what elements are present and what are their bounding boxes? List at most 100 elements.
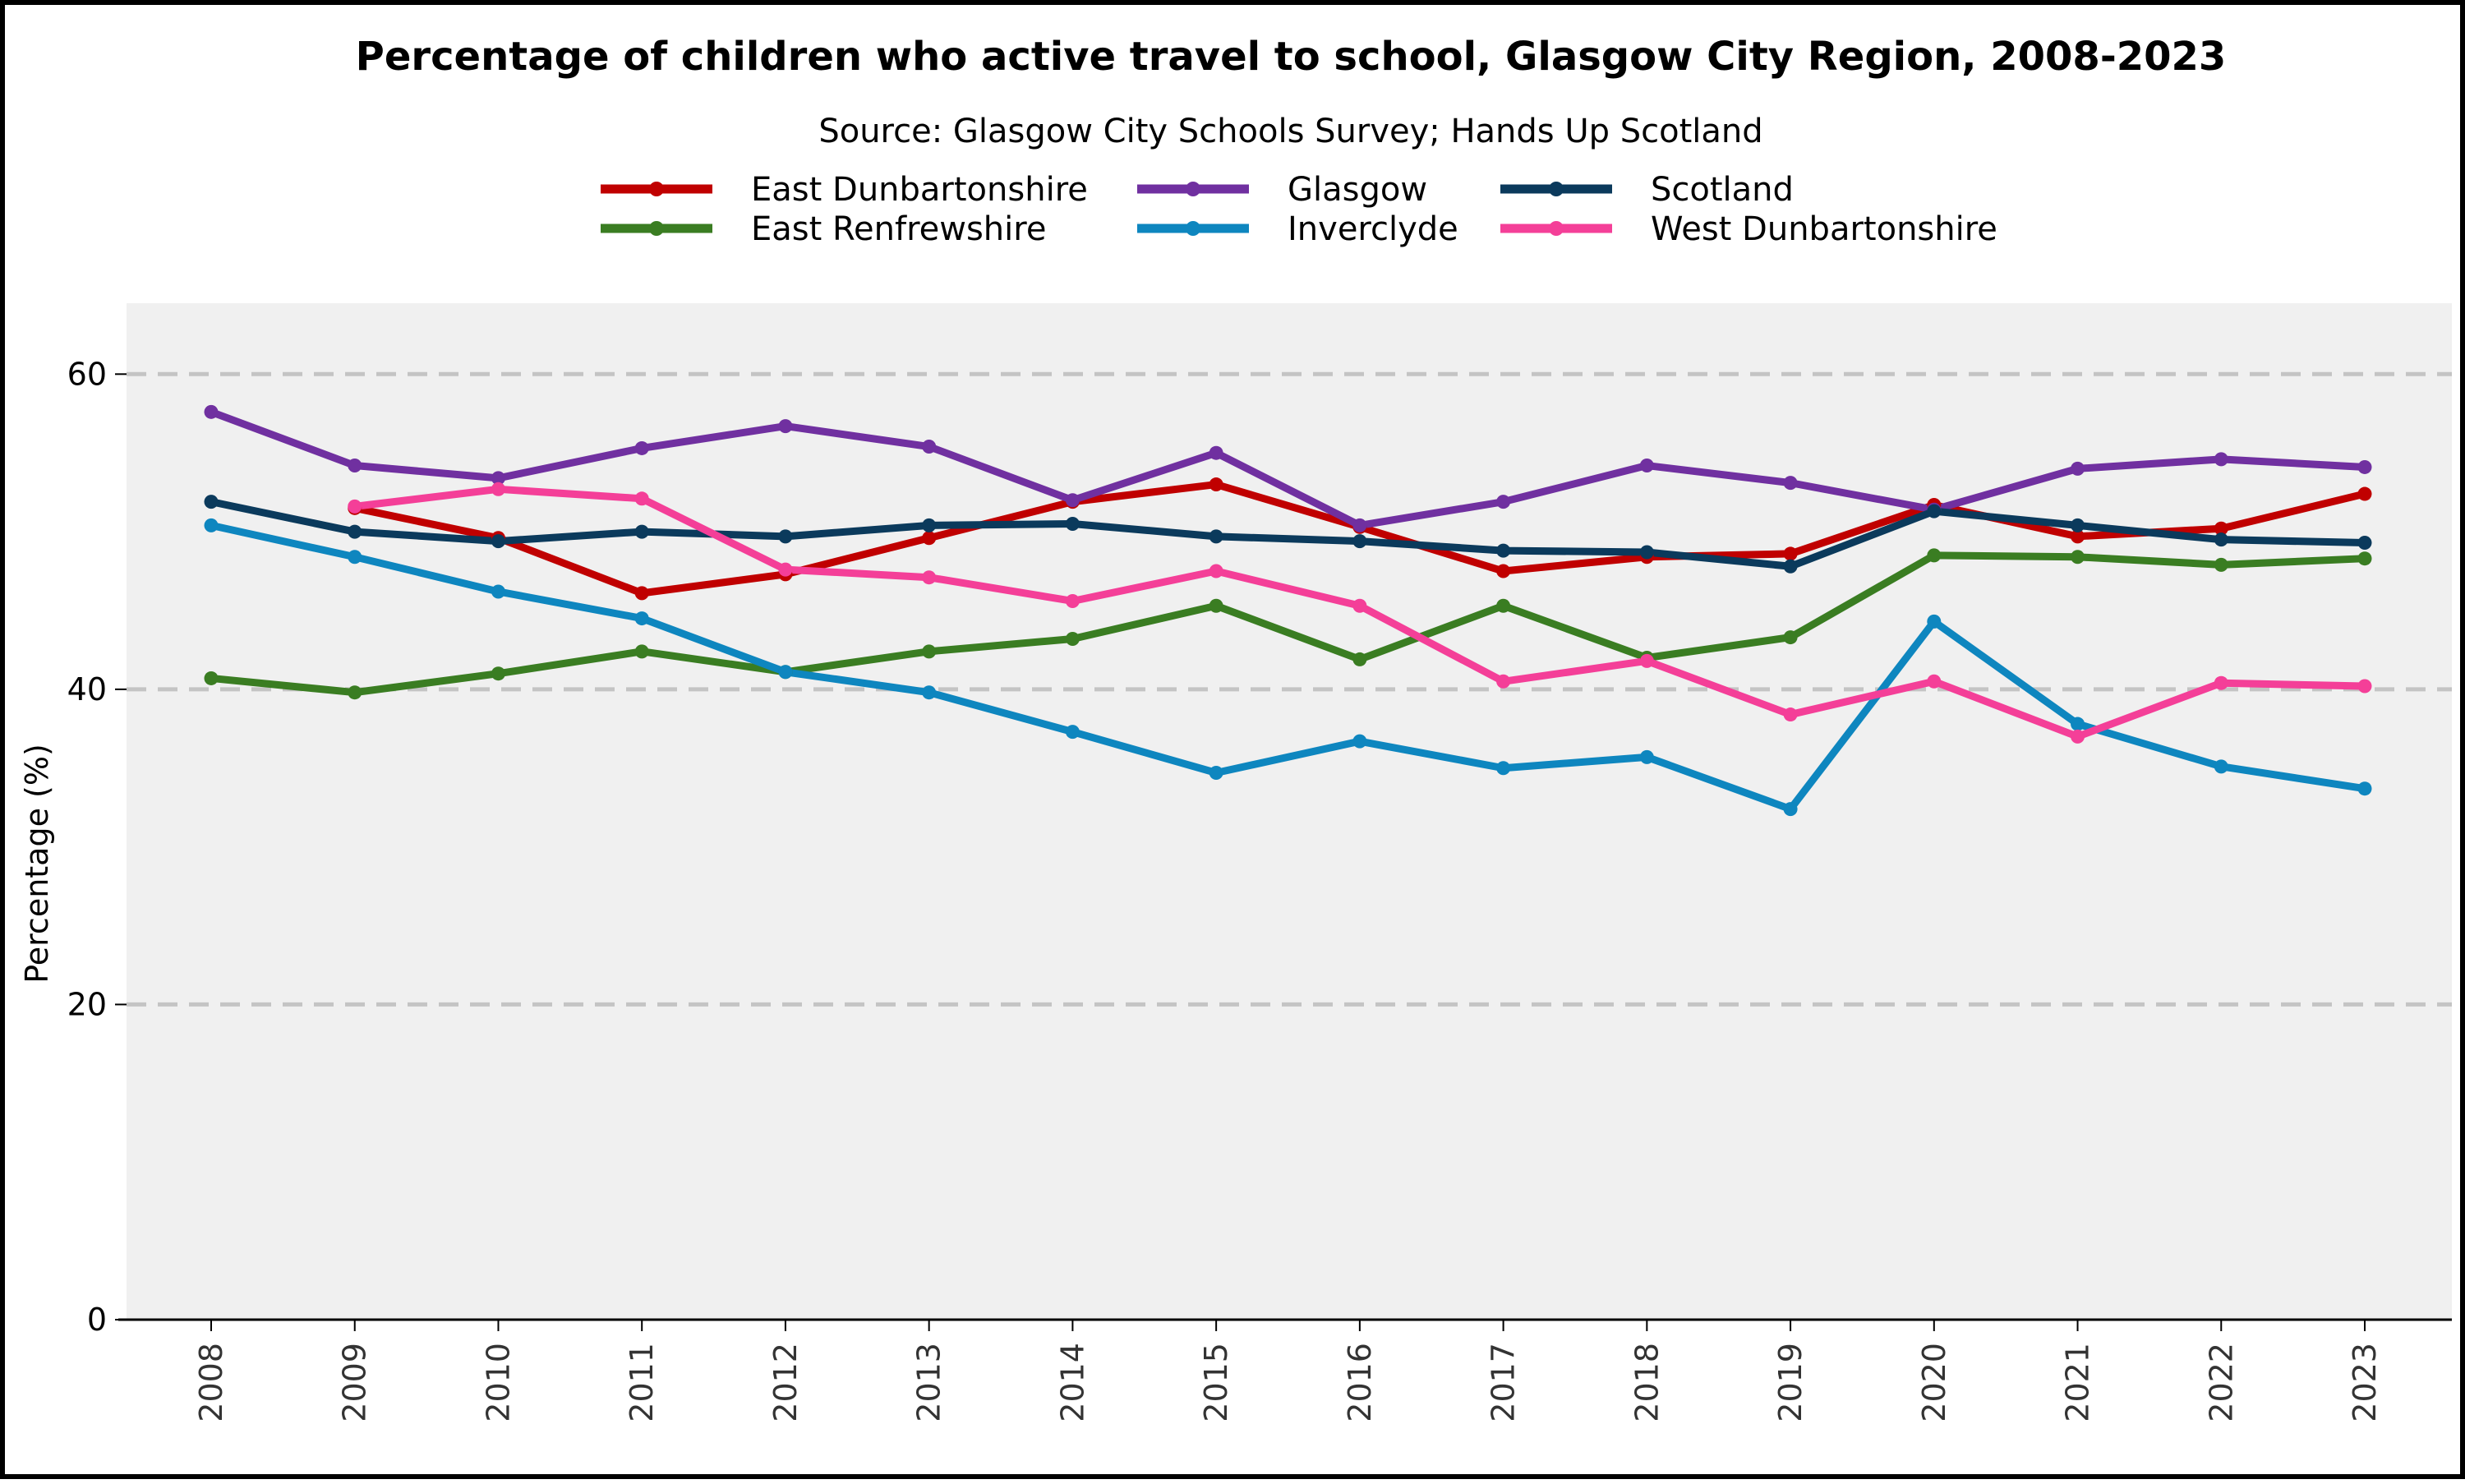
data-point-east-renfrewshire-2021 — [2071, 550, 2085, 565]
data-point-east-renfrewshire-2014 — [1065, 631, 1080, 646]
data-point-east-renfrewshire-2019 — [1783, 630, 1798, 645]
x-axis: 2008 2009 2010 2011 2012 2013 2014 2015 2016 2017… — [118, 1318, 2452, 1422]
data-point-inverclyde-2011 — [634, 611, 649, 626]
x-tick-label-2022: 2022 — [2203, 1343, 2239, 1422]
data-point-east-dunbartonshire-2011 — [634, 586, 649, 601]
data-point-east-renfrewshire-2011 — [634, 644, 649, 659]
data-point-east-renfrewshire-2023 — [2357, 551, 2372, 566]
x-tick-label-2019: 2019 — [1772, 1343, 1808, 1422]
data-point-scotland-2017 — [1496, 543, 1511, 558]
legend-label-inverclyde: Inverclyde — [1288, 210, 1458, 248]
data-point-inverclyde-2013 — [922, 685, 937, 700]
chart-title: Percentage of children who active travel… — [356, 34, 2227, 80]
y-tick-label-20: 20 — [67, 986, 107, 1022]
y-tick-label-40: 40 — [67, 671, 107, 707]
data-point-west-dunbartonshire-2013 — [922, 570, 937, 585]
data-point-scotland-2019 — [1783, 559, 1798, 574]
data-point-glasgow-2018 — [1639, 459, 1654, 473]
data-point-glasgow-2012 — [778, 419, 793, 434]
data-point-west-dunbartonshire-2018 — [1639, 653, 1654, 668]
data-point-inverclyde-2012 — [778, 665, 793, 680]
data-point-glasgow-2009 — [348, 459, 362, 473]
data-point-glasgow-2013 — [922, 440, 937, 454]
data-point-inverclyde-2010 — [491, 584, 505, 599]
data-point-west-dunbartonshire-2021 — [2071, 729, 2085, 744]
series-line-scotland — [207, 498, 2369, 570]
data-point-east-dunbartonshire-2021 — [2071, 529, 2085, 544]
legend-marker-west-dunbartonshire — [1549, 221, 1564, 236]
series-line-glasgow — [207, 408, 2369, 529]
data-point-glasgow-2022 — [2214, 452, 2228, 467]
x-tick-label-2016: 2016 — [1342, 1343, 1378, 1422]
line-chart: Percentage of children who active travel… — [19, 34, 2452, 1422]
data-point-inverclyde-2017 — [1496, 761, 1511, 776]
plot-area — [127, 303, 2452, 1320]
data-point-glasgow-2008 — [204, 404, 219, 419]
data-point-east-dunbartonshire-2023 — [2357, 486, 2372, 501]
data-point-glasgow-2021 — [2071, 461, 2085, 476]
legend-marker-east-renfrewshire — [649, 221, 664, 236]
data-point-east-renfrewshire-2010 — [491, 666, 505, 681]
x-tick-label-2015: 2015 — [1198, 1343, 1234, 1422]
y-axis: 0 20 40 60 — [67, 356, 127, 1338]
x-tick-label-2011: 2011 — [624, 1343, 660, 1422]
data-point-inverclyde-2020 — [1927, 614, 1942, 629]
data-point-scotland-2018 — [1639, 545, 1654, 560]
data-point-east-renfrewshire-2020 — [1927, 548, 1942, 563]
data-point-inverclyde-2009 — [348, 550, 362, 565]
legend-label-east-dunbartonshire: East Dunbartonshire — [751, 171, 1088, 209]
data-point-scotland-2021 — [2071, 518, 2085, 532]
x-tick-label-2012: 2012 — [767, 1343, 804, 1422]
data-point-scotland-2013 — [922, 518, 937, 532]
data-point-inverclyde-2014 — [1065, 725, 1080, 740]
series-line-inverclyde — [207, 521, 2369, 813]
data-point-east-renfrewshire-2013 — [922, 644, 937, 659]
data-point-scotland-2011 — [634, 524, 649, 539]
legend-label-glasgow: Glasgow — [1288, 171, 1427, 209]
data-point-east-dunbartonshire-2022 — [2214, 521, 2228, 536]
data-point-inverclyde-2021 — [2071, 717, 2085, 731]
data-point-west-dunbartonshire-2020 — [1927, 674, 1942, 689]
data-point-west-dunbartonshire-2019 — [1783, 707, 1798, 722]
data-point-inverclyde-2016 — [1352, 734, 1367, 749]
data-point-scotland-2023 — [2357, 536, 2372, 551]
data-point-west-dunbartonshire-2017 — [1496, 674, 1511, 689]
data-point-inverclyde-2015 — [1209, 766, 1223, 781]
data-point-scotland-2010 — [491, 534, 505, 549]
data-point-glasgow-2011 — [634, 440, 649, 455]
y-tick-label-60: 60 — [67, 356, 107, 392]
data-point-west-dunbartonshire-2016 — [1352, 598, 1367, 613]
data-point-east-dunbartonshire-2013 — [922, 531, 937, 546]
chart-subtitle: Source: Glasgow City Schools Survey; Han… — [818, 113, 1762, 150]
data-point-glasgow-2015 — [1209, 445, 1223, 460]
y-tick-label-0: 0 — [87, 1302, 107, 1338]
data-point-west-dunbartonshire-2015 — [1209, 564, 1223, 578]
x-tick-label-2014: 2014 — [1054, 1343, 1090, 1422]
x-tick-label-2017: 2017 — [1486, 1343, 1522, 1422]
data-point-scotland-2014 — [1065, 516, 1080, 531]
data-point-scotland-2016 — [1352, 534, 1367, 549]
series-line-east-renfrewshire — [207, 551, 2369, 697]
data-point-east-renfrewshire-2009 — [348, 685, 362, 700]
data-point-scotland-2008 — [204, 495, 219, 509]
data-point-inverclyde-2018 — [1639, 749, 1654, 764]
x-tick-label-2020: 2020 — [1916, 1343, 1952, 1422]
data-point-glasgow-2017 — [1496, 495, 1511, 509]
data-point-west-dunbartonshire-2023 — [2357, 679, 2372, 694]
data-point-east-renfrewshire-2017 — [1496, 598, 1511, 613]
data-point-east-dunbartonshire-2015 — [1209, 477, 1223, 492]
data-point-west-dunbartonshire-2014 — [1065, 593, 1080, 608]
data-point-glasgow-2023 — [2357, 459, 2372, 474]
data-point-glasgow-2019 — [1783, 476, 1798, 491]
data-point-inverclyde-2019 — [1783, 802, 1798, 817]
legend-marker-scotland — [1549, 182, 1564, 196]
data-point-east-renfrewshire-2015 — [1209, 598, 1223, 613]
x-tick-label-2013: 2013 — [911, 1343, 947, 1422]
data-point-scotland-2009 — [348, 524, 362, 539]
data-point-west-dunbartonshire-2010 — [491, 482, 505, 496]
legend-label-scotland: Scotland — [1651, 171, 1794, 209]
x-tick-label-2010: 2010 — [480, 1343, 516, 1422]
data-point-east-renfrewshire-2022 — [2214, 557, 2228, 572]
